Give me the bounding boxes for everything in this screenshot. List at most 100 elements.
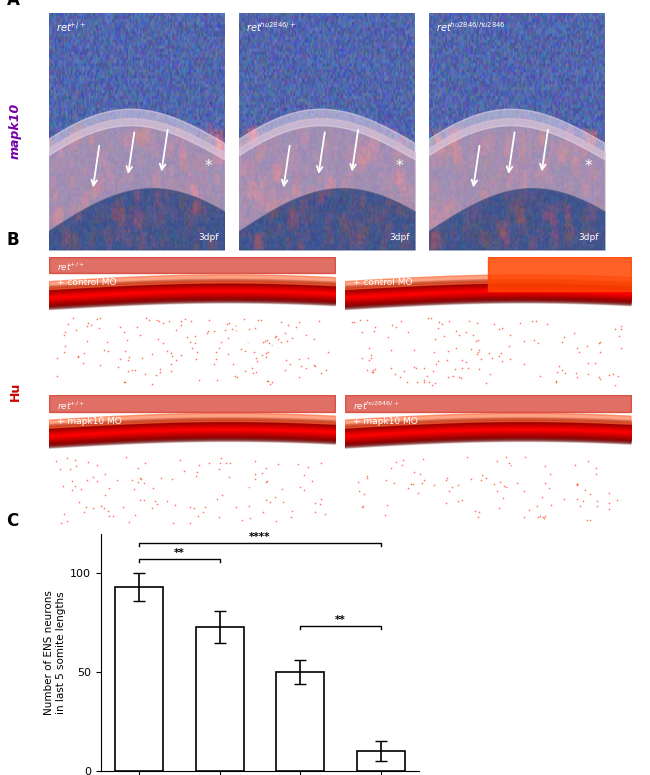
Point: [224, 456, 235, 469]
Point: [299, 484, 309, 497]
Point: [594, 336, 604, 348]
Point: [265, 337, 275, 350]
Point: [320, 508, 331, 520]
Point: [270, 331, 280, 343]
Point: [519, 358, 529, 370]
Point: [153, 315, 164, 327]
Point: [112, 474, 122, 486]
Point: [73, 495, 84, 508]
Point: [594, 346, 604, 358]
Point: [214, 457, 225, 470]
Point: [504, 457, 514, 470]
Text: 4dpf: 4dpf: [601, 517, 622, 526]
Point: [146, 377, 157, 390]
Point: [62, 318, 73, 330]
Point: [417, 477, 427, 490]
Point: [88, 502, 98, 515]
Point: [559, 331, 569, 343]
Point: [466, 473, 476, 485]
Point: [572, 479, 582, 491]
Point: [273, 333, 283, 346]
Point: [266, 376, 277, 388]
Point: [193, 510, 203, 522]
Point: [519, 335, 529, 347]
Point: [147, 348, 157, 360]
Point: [582, 339, 592, 352]
Point: [441, 474, 451, 486]
Text: ret$^{hu2846/+}$: ret$^{hu2846/+}$: [353, 399, 400, 412]
Point: [170, 353, 181, 366]
Text: *: *: [585, 160, 593, 174]
Point: [315, 456, 326, 469]
Point: [281, 335, 292, 347]
Point: [591, 462, 601, 474]
Point: [138, 494, 149, 506]
Point: [426, 312, 436, 325]
Point: [222, 347, 233, 360]
Point: [153, 332, 164, 345]
Point: [95, 312, 105, 324]
Point: [213, 511, 224, 523]
Point: [481, 377, 491, 389]
Point: [176, 315, 187, 327]
Point: [133, 476, 143, 488]
Point: [262, 333, 272, 346]
Point: [230, 370, 240, 382]
Point: [118, 501, 128, 514]
Point: [538, 512, 548, 524]
Point: [616, 342, 626, 354]
Point: [474, 505, 485, 518]
Point: [432, 322, 443, 335]
Text: + control MO: + control MO: [57, 278, 117, 288]
Point: [261, 494, 272, 507]
Point: [390, 367, 400, 380]
Point: [273, 458, 283, 470]
Point: [250, 454, 261, 467]
Point: [104, 482, 114, 494]
Point: [265, 495, 275, 508]
Point: [431, 358, 441, 370]
Point: [251, 352, 261, 364]
Point: [603, 487, 614, 499]
Point: [240, 344, 251, 357]
Point: [83, 456, 93, 468]
Point: [438, 330, 448, 343]
Point: [155, 366, 165, 378]
Point: [62, 515, 72, 527]
Point: [88, 470, 98, 483]
Point: [189, 329, 200, 342]
Point: [123, 354, 133, 367]
Point: [370, 363, 380, 375]
Point: [453, 478, 463, 491]
Point: [362, 364, 372, 377]
Point: [554, 360, 564, 372]
Point: [76, 484, 86, 496]
Point: [542, 318, 552, 330]
Point: [255, 314, 266, 326]
Bar: [196, 627, 244, 771]
Point: [133, 462, 143, 474]
Point: [422, 312, 433, 324]
Point: [276, 336, 287, 349]
Point: [456, 372, 466, 384]
Point: [557, 336, 567, 349]
Text: *: *: [395, 160, 403, 174]
Point: [406, 478, 416, 491]
Point: [437, 319, 447, 331]
Point: [57, 517, 67, 529]
Point: [302, 461, 313, 474]
Point: [540, 510, 550, 522]
Point: [271, 329, 281, 342]
Point: [186, 315, 196, 327]
Point: [262, 474, 272, 487]
Text: ret$^{+/+}$: ret$^{+/+}$: [56, 20, 86, 34]
Point: [512, 477, 522, 489]
Point: [216, 336, 227, 348]
Point: [471, 335, 481, 347]
Point: [498, 492, 508, 505]
Point: [560, 367, 570, 379]
Point: [265, 377, 276, 390]
Point: [577, 495, 588, 508]
Point: [295, 481, 306, 494]
Point: [190, 353, 201, 365]
